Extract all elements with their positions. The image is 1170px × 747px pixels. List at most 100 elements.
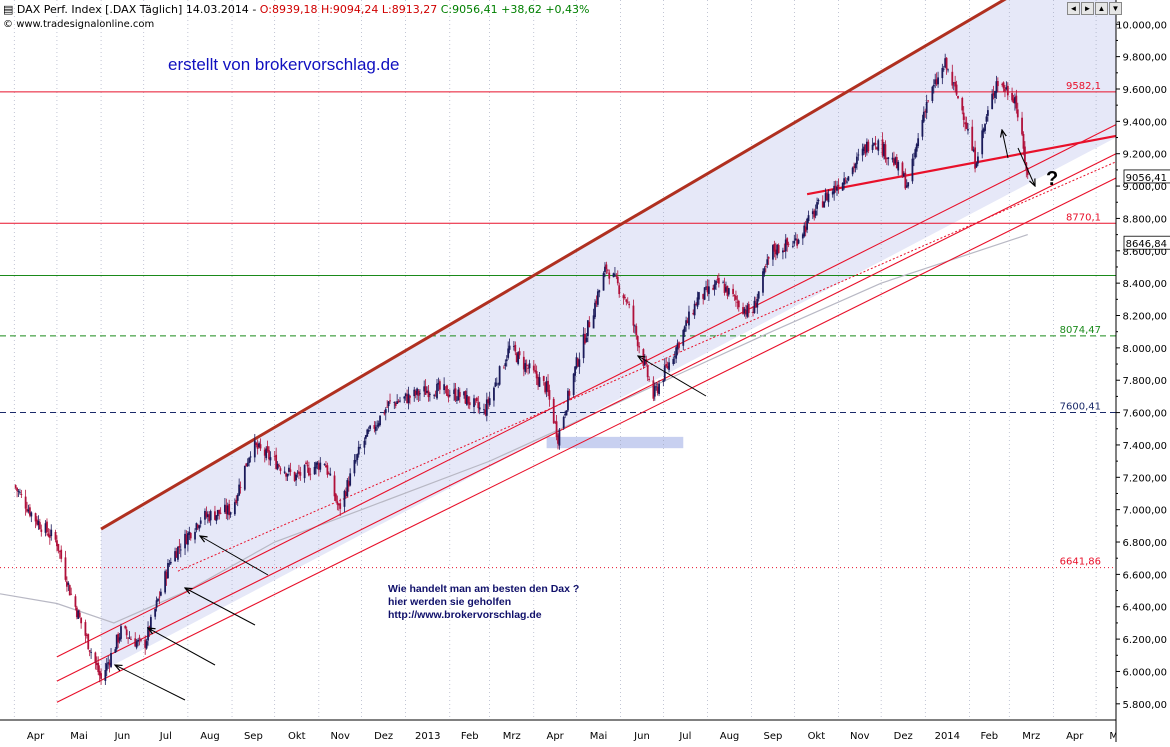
candle-body xyxy=(871,144,874,150)
candlestick xyxy=(149,614,152,634)
candlestick xyxy=(633,324,636,334)
candle-body xyxy=(831,191,834,195)
candlestick xyxy=(16,487,18,498)
candlestick xyxy=(19,488,21,495)
candle-body xyxy=(458,391,461,397)
candlestick xyxy=(413,386,416,402)
candle-body xyxy=(555,421,558,438)
y-tick-label: 7.800,00 xyxy=(1122,376,1167,387)
candle-body xyxy=(138,637,141,639)
candle-body xyxy=(833,185,836,194)
candle-body xyxy=(766,259,769,265)
price-marker-label: 9056,41 xyxy=(1126,173,1167,184)
candle-body xyxy=(366,429,369,437)
candlestick xyxy=(507,341,510,360)
candlestick xyxy=(48,528,51,545)
candle-body xyxy=(226,505,229,515)
candlestick xyxy=(478,401,481,415)
candlestick xyxy=(616,270,619,286)
candle-body xyxy=(87,634,90,650)
candlestick xyxy=(813,208,816,221)
candlestick xyxy=(465,388,468,406)
candle-body xyxy=(189,533,192,539)
candlestick xyxy=(931,85,934,104)
candle-body xyxy=(567,390,569,411)
candlestick xyxy=(263,447,266,463)
candle-body xyxy=(283,471,286,473)
candle-body xyxy=(235,499,238,504)
candlestick xyxy=(982,127,985,139)
candle-body xyxy=(20,494,23,495)
scale-up-button[interactable]: ▲ xyxy=(1095,2,1108,15)
candlestick xyxy=(942,65,945,72)
candle-body xyxy=(873,142,875,145)
candle-body xyxy=(1005,87,1008,90)
candlestick xyxy=(493,386,495,407)
candlestick xyxy=(921,114,924,141)
source-line: © www.tradesignalonline.com xyxy=(3,19,154,30)
y-tick-label: 7.600,00 xyxy=(1122,409,1167,420)
candle-body xyxy=(94,652,97,663)
candlestick xyxy=(268,446,270,466)
candlestick xyxy=(967,123,969,135)
candlestick xyxy=(831,189,834,198)
candlestick xyxy=(97,656,100,676)
candle-body xyxy=(149,617,152,632)
candle-body xyxy=(110,652,112,667)
candlestick xyxy=(875,146,878,151)
close-change: C:9056,41 +38,62 +0,43% xyxy=(440,3,590,16)
candlestick xyxy=(952,82,955,91)
candlestick xyxy=(313,462,316,475)
candlestick xyxy=(256,439,259,455)
candlestick xyxy=(154,607,157,620)
candle-body xyxy=(905,185,908,188)
candlestick xyxy=(648,376,651,382)
candle-body xyxy=(706,286,709,293)
x-tick-label: Aug xyxy=(200,731,220,742)
candlestick xyxy=(44,520,47,537)
candle-body xyxy=(578,359,581,367)
candlestick xyxy=(1015,89,1018,114)
candle-body xyxy=(903,173,905,177)
candle-body xyxy=(64,557,67,580)
candlestick xyxy=(34,512,37,529)
candlestick xyxy=(836,180,838,196)
candlestick xyxy=(598,289,601,298)
candle-body xyxy=(635,326,638,336)
candle-body xyxy=(396,401,399,404)
candle-body xyxy=(140,638,142,641)
candle-body xyxy=(114,649,117,653)
candle-body xyxy=(465,394,468,405)
candlestick xyxy=(1001,82,1004,87)
candlestick xyxy=(602,271,605,291)
candle-body xyxy=(493,387,495,401)
candle-body xyxy=(228,503,231,516)
candlestick xyxy=(443,377,446,395)
candle-body xyxy=(941,67,944,79)
candlestick xyxy=(259,438,262,451)
candle-body xyxy=(1023,146,1026,163)
candle-body xyxy=(824,193,827,201)
candle-body xyxy=(853,166,855,169)
candlestick xyxy=(228,499,231,520)
candlestick xyxy=(497,382,500,389)
candle-body xyxy=(746,305,749,317)
candle-body xyxy=(56,540,58,547)
candle-body xyxy=(606,269,609,271)
chart-title: erstellt von brokervorschlag.de xyxy=(168,55,400,74)
scroll-left-button[interactable]: ◄ xyxy=(1067,2,1080,15)
candlestick xyxy=(248,457,251,467)
candlestick xyxy=(992,85,995,100)
x-tick-label: Jul xyxy=(159,731,172,742)
candle-body xyxy=(512,346,515,347)
candle-body xyxy=(97,662,100,673)
scroll-right-button[interactable]: ► xyxy=(1081,2,1094,15)
candle-body xyxy=(457,389,460,401)
candle-body xyxy=(34,513,37,522)
candlestick xyxy=(427,385,430,402)
scale-down-button[interactable]: ▼ xyxy=(1109,2,1122,15)
candle-body xyxy=(952,82,955,84)
candlestick xyxy=(229,511,232,518)
candle-body xyxy=(478,407,481,410)
candlestick xyxy=(235,495,238,505)
